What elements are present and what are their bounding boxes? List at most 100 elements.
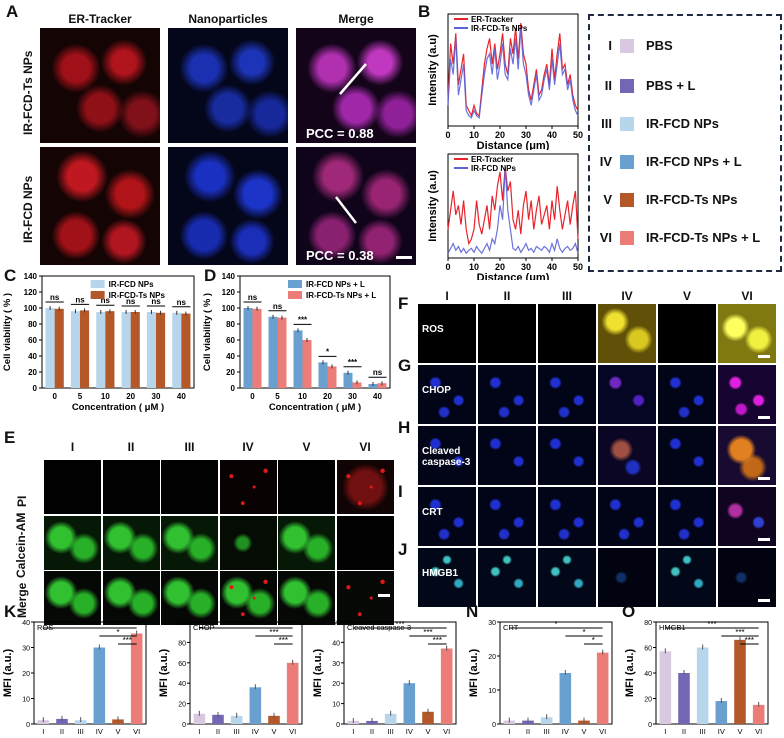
y-tick-label: 0 (231, 384, 236, 393)
legend-swatch (90, 280, 105, 288)
x-tick-label: II (526, 727, 530, 736)
bar (105, 311, 115, 388)
y-tick-label: 0 (492, 722, 496, 729)
row-label-ir-fcd-ts: IR-FCD-Ts NPs (21, 50, 35, 135)
legend-roman: IV (599, 154, 612, 169)
scale-bar (758, 538, 770, 541)
y-tick-label: 30 (332, 661, 340, 668)
pcc-ts: PCC = 0.88 (306, 126, 374, 141)
sig-label: *** (241, 620, 250, 629)
x-tick-label: II (370, 727, 374, 736)
x-tick-label: 40 (547, 262, 557, 272)
scale-bar (758, 599, 770, 602)
x-tick-label: III (78, 727, 84, 736)
micrograph-a-np-ts (168, 28, 288, 143)
y-tick-label: 20 (332, 681, 340, 688)
y-tick-label: 100 (24, 304, 38, 313)
sig-label: * (582, 628, 585, 637)
x-tick-label: 0 (445, 130, 450, 140)
legend-swatch (620, 116, 634, 131)
x-tick-label: I (508, 727, 510, 736)
bar (384, 713, 397, 724)
x-tick-label: VI (289, 727, 296, 736)
row-label: HMGB1 (422, 568, 459, 579)
legend-label: ER-Tracker (471, 155, 513, 164)
x-tick-label: 20 (495, 262, 505, 272)
series-line (447, 167, 579, 246)
panel-letter-d: D (204, 266, 217, 285)
y-tick-label: 60 (28, 336, 37, 345)
panel-letter-g: G (398, 356, 412, 375)
y-tick-label: 80 (28, 320, 37, 329)
scale-bar (396, 256, 412, 259)
y-tick-label: 40 (226, 352, 235, 361)
series-line (447, 22, 579, 118)
plot-frame (189, 621, 303, 725)
bar (734, 639, 746, 724)
x-tick-label: 30 (521, 130, 531, 140)
x-tick-label: V (581, 727, 586, 736)
x-tick-label: 5 (78, 392, 83, 401)
legend-swatch (288, 280, 302, 288)
x-tick-label: III (234, 727, 240, 736)
x-tick-label: III (700, 727, 706, 736)
legend-item: IV IR-FCD NPs + L (590, 154, 742, 169)
y-tick-label: 40 (28, 352, 37, 361)
x-tick-label: V (737, 727, 742, 736)
bar (696, 647, 709, 724)
col-roman: V (302, 440, 311, 454)
legend-label: IR-FCD NPs + L (646, 154, 742, 169)
col-roman: V (682, 289, 691, 303)
bar (212, 714, 224, 724)
legend-roman: I (608, 38, 612, 53)
scale-bar (378, 594, 390, 597)
bar (377, 383, 387, 388)
y-tick-label: 40 (178, 681, 186, 688)
x-axis-label: Concentration ( μM ) (269, 402, 361, 413)
legend-swatch (620, 192, 634, 207)
x-axis-label: Distance (μm) (477, 140, 550, 150)
micrograph (161, 571, 218, 625)
y-tick-label: 10 (22, 697, 30, 704)
micrograph (102, 515, 160, 570)
y-axis-label: Intensity (a.u) (427, 170, 439, 242)
bar (181, 313, 191, 388)
y-tick-label: 140 (222, 272, 236, 281)
col-roman: IV (621, 289, 633, 303)
y-tick-label: 40 (22, 620, 30, 627)
x-tick-label: 40 (177, 392, 186, 401)
x-axis-label: Concentration ( μM ) (72, 402, 164, 413)
legend-label: ER-Tracker (471, 15, 513, 24)
y-tick-label: 0 (26, 722, 30, 729)
line-profile-marker (335, 196, 357, 224)
bar (45, 308, 55, 388)
legend-label: IR-FCD-Ts NPs (109, 291, 166, 300)
sig-label: *** (423, 628, 432, 637)
x-tick-label: 20 (126, 392, 135, 401)
y-tick-label: 20 (22, 671, 30, 678)
micrograph (658, 304, 716, 363)
x-tick-label: V (115, 727, 120, 736)
x-tick-label: 0 (445, 262, 450, 272)
row-label: Calcein-AM (14, 512, 28, 578)
x-tick-label: I (198, 727, 200, 736)
col-roman: III (184, 440, 195, 454)
y-tick-label: 0 (33, 384, 38, 393)
bar (318, 362, 328, 388)
legend-label: IR-FCD-Ts NPs + L (306, 291, 376, 300)
y-axis-label: MFI (a.u.) (2, 649, 14, 698)
panel-letter-e: E (4, 428, 16, 447)
legend-label: PBS (646, 38, 673, 53)
micrograph (538, 487, 596, 546)
row-label: CHOP (422, 385, 451, 396)
y-axis-label: Intensity (a.u) (427, 34, 439, 106)
x-tick-label: 10 (469, 262, 479, 272)
bar (249, 687, 262, 724)
series-line (447, 167, 579, 255)
chart-d: 0 20 40 60 80 100 120 140 0 ns 5 ns 10 *** 20 * 30 *** 40 n… (202, 272, 391, 413)
micrograph (418, 426, 476, 485)
bar (121, 312, 131, 388)
